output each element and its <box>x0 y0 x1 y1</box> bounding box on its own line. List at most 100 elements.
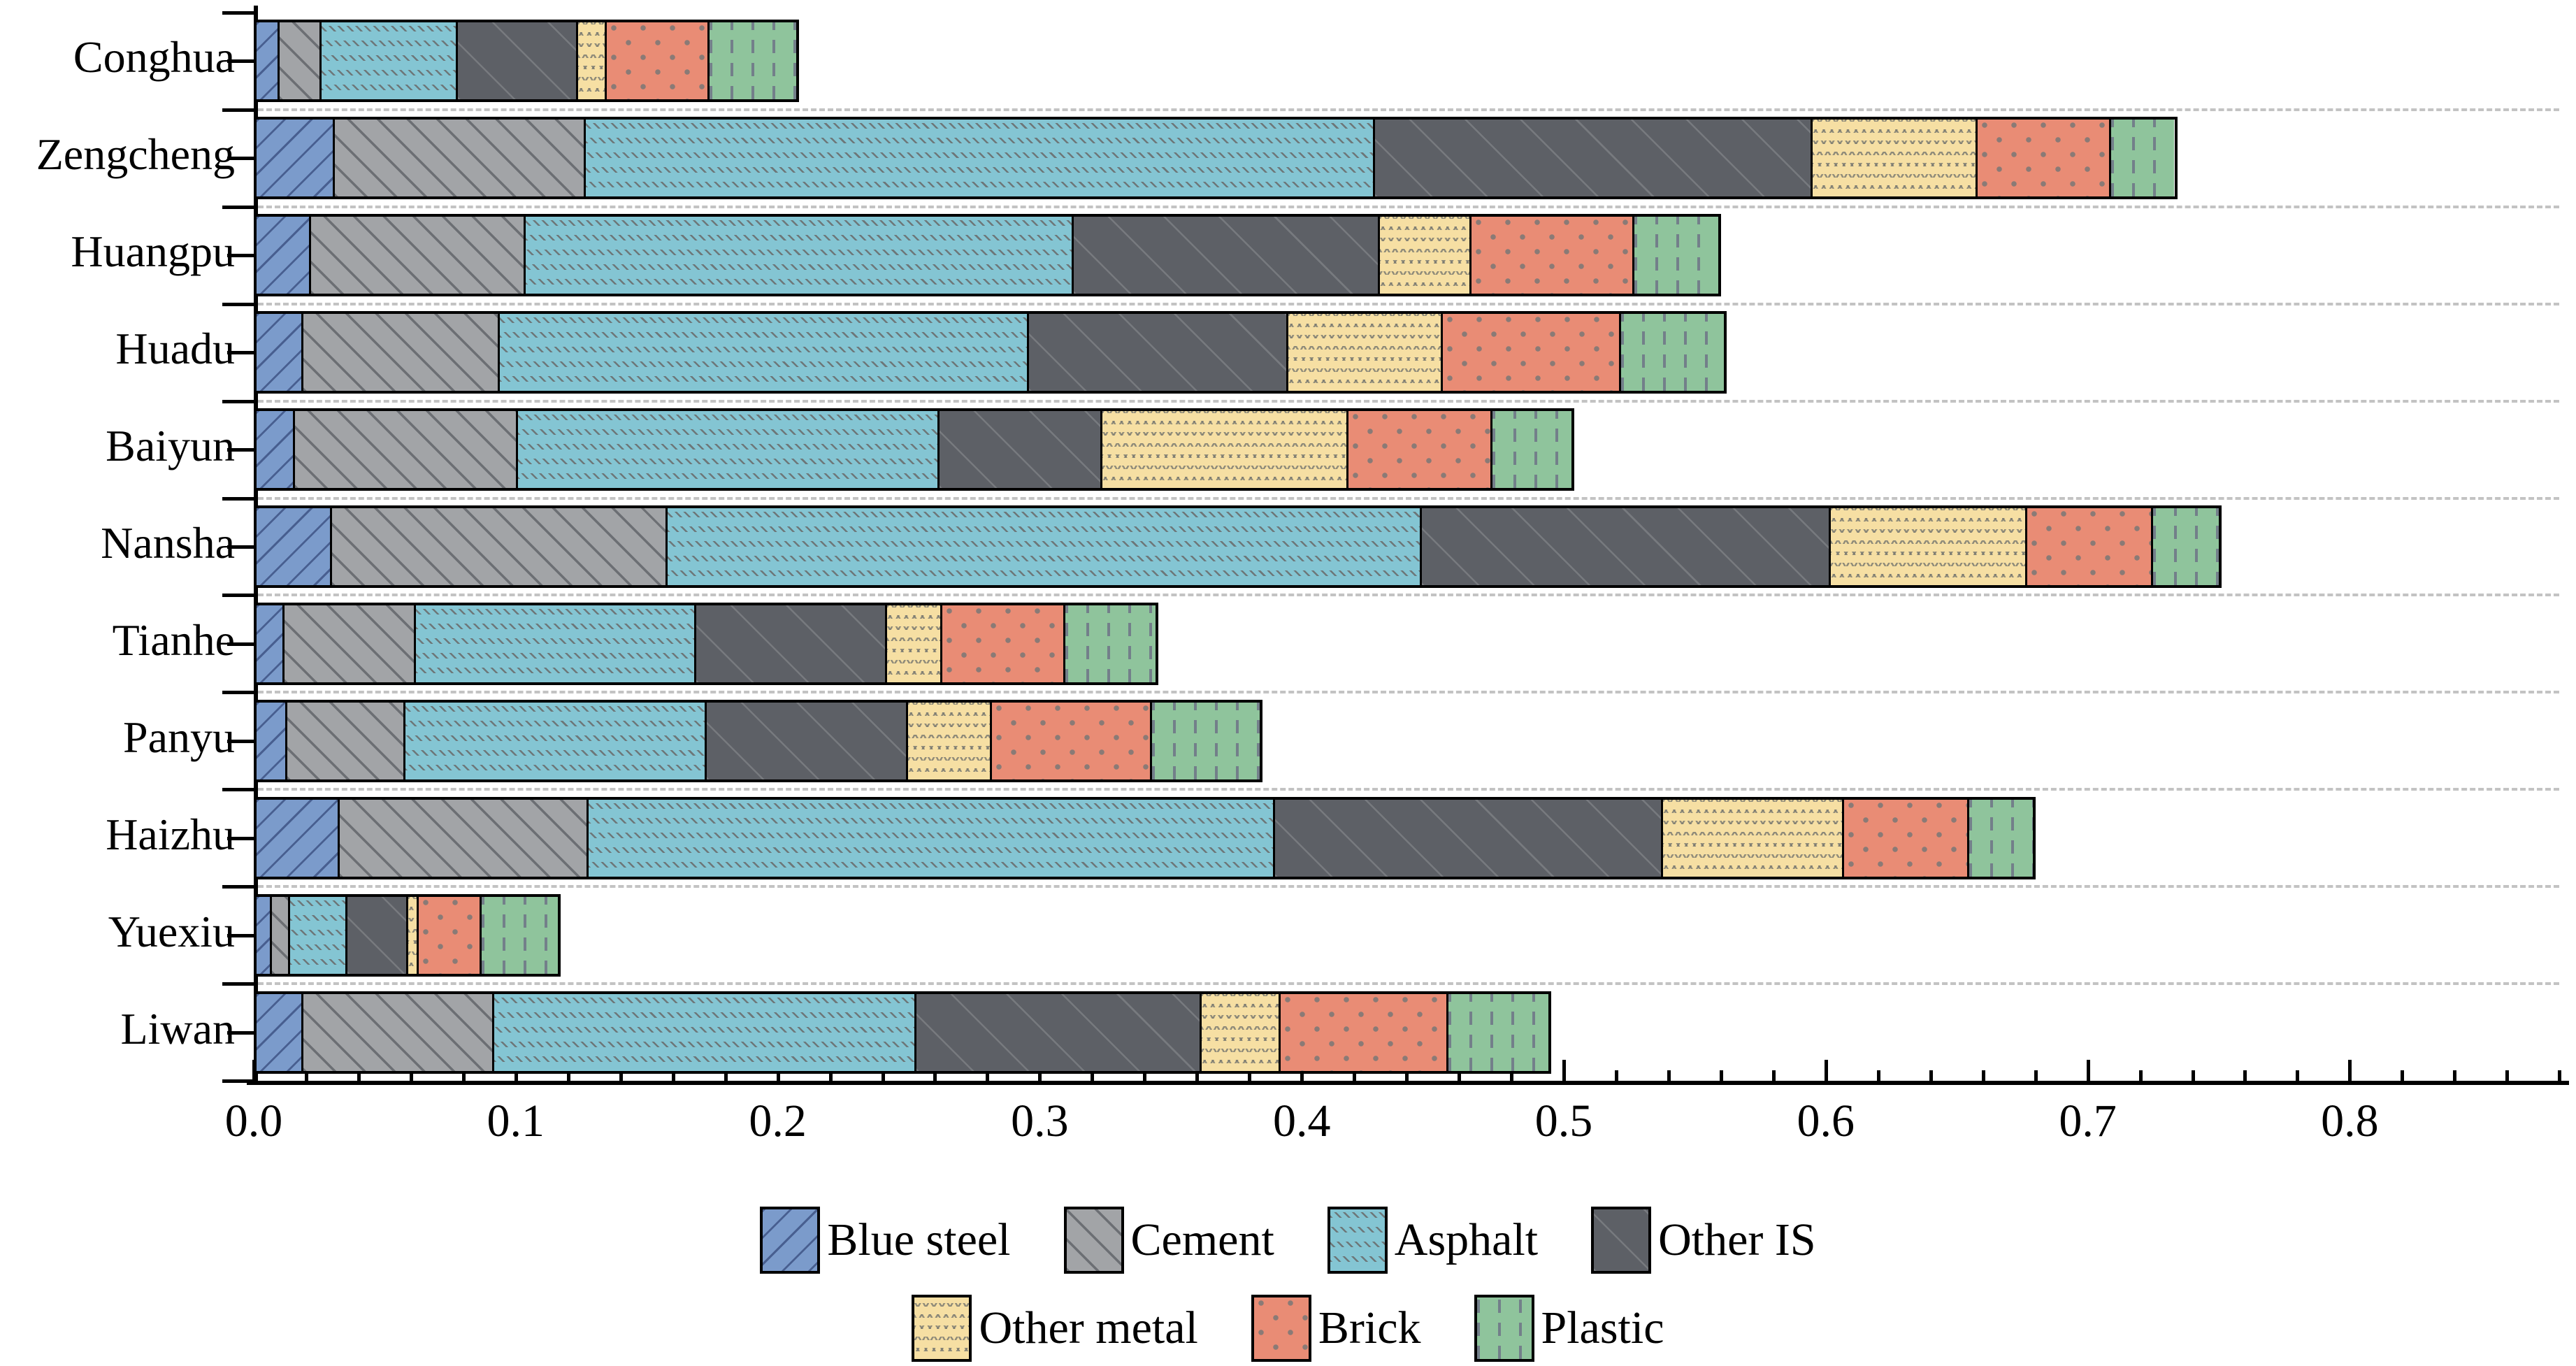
bar-segment-plastic <box>1063 605 1156 682</box>
bar-segment-blue-steel <box>257 508 330 585</box>
bar-segment-asphalt <box>319 22 456 100</box>
x-tick-label: 0.7 <box>2059 1095 2117 1146</box>
bar-segment-brick <box>416 896 480 974</box>
x-axis-minor-tick <box>1771 1070 1776 1081</box>
y-axis-category-tick <box>227 739 254 743</box>
x-axis-minor-tick <box>1719 1070 1723 1081</box>
category-label: Huangpu <box>71 227 235 277</box>
legend-item: Other metal <box>912 1295 1198 1362</box>
bar-segment-brick <box>1469 217 1632 294</box>
legend-swatch-plastic <box>1474 1295 1534 1362</box>
x-tick-label: 0.8 <box>2321 1095 2379 1146</box>
y-axis-category-tick <box>227 351 254 355</box>
bar-segment-cement <box>285 702 403 779</box>
bar-huadu <box>254 311 1727 394</box>
bar-segment-other-is <box>1420 508 1829 585</box>
x-tick-label: 0.3 <box>1011 1095 1069 1146</box>
bar-baiyun <box>254 408 1575 491</box>
y-axis-boundary-tick <box>222 399 254 403</box>
x-tick-label: 0.6 <box>1797 1095 1855 1146</box>
bar-segment-asphalt <box>584 120 1373 197</box>
bar-yuexiu <box>254 893 561 977</box>
bar-segment-plastic <box>1490 411 1572 489</box>
bar-segment-other-metal <box>405 896 417 974</box>
x-axis-minor-tick <box>304 1070 308 1081</box>
y-axis-boundary-tick <box>222 691 254 695</box>
bar-segment-brick <box>1841 799 1968 877</box>
bar-segment-asphalt <box>587 799 1274 877</box>
x-axis-minor-tick <box>881 1070 885 1081</box>
bar-segment-other-metal <box>1828 508 2025 585</box>
x-axis-minor-tick <box>1143 1070 1147 1081</box>
x-tick-label: 0.2 <box>749 1095 807 1146</box>
legend-swatch-cement <box>1063 1207 1124 1274</box>
bar-segment-plastic <box>2108 120 2175 197</box>
bar-segment-blue-steel <box>257 314 301 391</box>
category-label: Yuexiu <box>108 906 235 956</box>
y-axis-boundary-tick <box>222 11 254 15</box>
y-axis-boundary-tick <box>222 205 254 209</box>
bar-segment-other-is <box>704 702 907 779</box>
bar-segment-asphalt <box>516 411 938 489</box>
y-axis-category-tick <box>227 254 254 258</box>
y-axis-boundary-tick <box>222 108 254 112</box>
x-axis-minor-tick <box>1458 1070 1462 1081</box>
bar-segment-cement <box>338 799 587 877</box>
y-axis-category-tick <box>227 448 254 452</box>
bar-segment-asphalt <box>403 702 705 779</box>
x-axis-minor-tick <box>1876 1070 1880 1081</box>
bar-tianhe <box>254 602 1158 685</box>
legend-label: Other IS <box>1658 1214 1816 1265</box>
bar-segment-other-is <box>1071 217 1379 294</box>
bar-segment-other-metal <box>1660 799 1842 877</box>
bar-segment-blue-steel <box>257 120 333 197</box>
category-label: Nansha <box>101 518 235 568</box>
x-axis-major-tick <box>1824 1060 1828 1081</box>
x-axis-minor-tick <box>2558 1070 2562 1081</box>
bar-segment-cement <box>269 896 288 974</box>
bar-segment-other-metal <box>576 22 605 100</box>
bar-segment-other-is <box>1273 799 1661 877</box>
x-axis-minor-tick <box>461 1070 466 1081</box>
row-separator-line <box>258 691 2560 694</box>
bar-segment-cement <box>282 605 414 682</box>
category-label: Panyu <box>123 712 235 762</box>
x-axis-minor-tick <box>2453 1070 2457 1081</box>
bar-segment-other-metal <box>906 702 991 779</box>
bar-segment-other-is <box>1026 314 1286 391</box>
row-separator-line <box>258 982 2560 986</box>
x-axis-minor-tick <box>828 1070 833 1081</box>
bar-segment-other-is <box>345 896 406 974</box>
legend-swatch-asphalt <box>1327 1207 1388 1274</box>
bar-segment-asphalt <box>287 896 346 974</box>
bar-segment-asphalt <box>665 508 1420 585</box>
category-label: Huadu <box>115 324 235 374</box>
bar-segment-cement <box>293 411 517 489</box>
bar-segment-other-is <box>1372 120 1811 197</box>
bar-haizhu <box>254 796 2036 879</box>
bar-segment-asphalt <box>413 605 694 682</box>
bar-segment-cement <box>329 508 665 585</box>
bar-segment-other-is <box>914 993 1200 1071</box>
bar-segment-other-metal <box>1286 314 1441 391</box>
legend-label: Brick <box>1318 1302 1421 1353</box>
bar-segment-plastic <box>1446 993 1548 1071</box>
bar-segment-brick <box>1975 120 2109 197</box>
x-axis-minor-tick <box>1405 1070 1409 1081</box>
y-axis-category-tick <box>227 836 254 840</box>
legend-label: Other metal <box>979 1302 1198 1353</box>
x-axis-line <box>247 1081 2570 1085</box>
bar-segment-cement <box>308 217 524 294</box>
legend-item: Asphalt <box>1327 1207 1538 1274</box>
bar-segment-other-is <box>937 411 1100 489</box>
x-tick-label: 0.0 <box>224 1095 283 1146</box>
x-axis-minor-tick <box>671 1070 675 1081</box>
x-axis-minor-tick <box>1929 1070 1933 1081</box>
category-label: Conghua <box>73 32 235 82</box>
bar-segment-other-metal <box>1200 993 1279 1071</box>
y-axis-boundary-tick <box>222 594 254 598</box>
bar-segment-brick <box>605 22 707 100</box>
bar-segment-blue-steel <box>257 217 309 294</box>
x-axis-minor-tick <box>1614 1070 1618 1081</box>
